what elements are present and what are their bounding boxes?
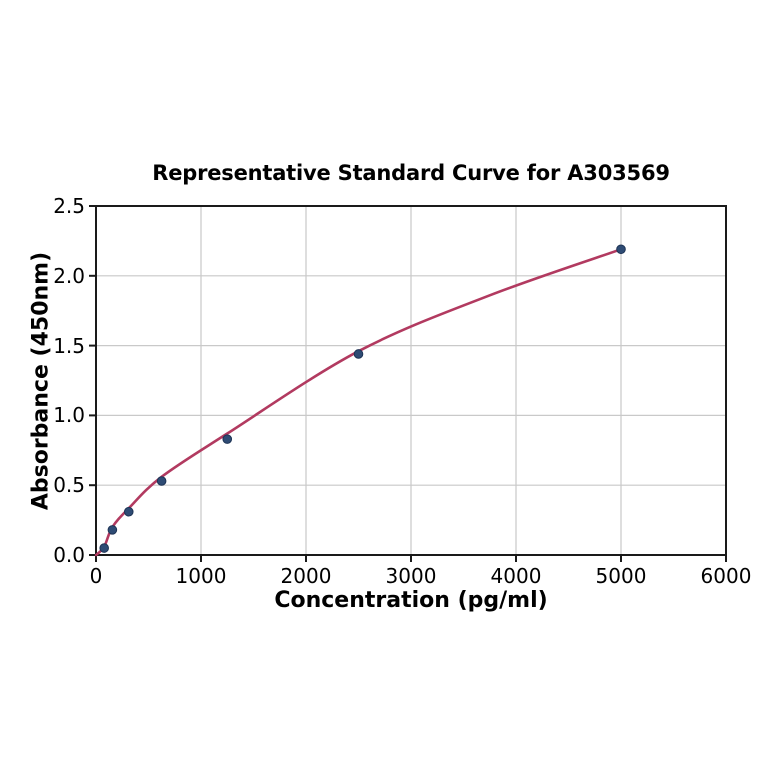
data-point-marker [353, 349, 364, 359]
standard-curve-line [94, 248, 623, 557]
x-tick-label: 0 [89, 564, 103, 588]
grid-layer [96, 206, 726, 555]
data-points-layer [99, 244, 626, 553]
plot-frame-spines [95, 205, 727, 556]
data-point-marker [222, 434, 233, 444]
x-tick-label: 6000 [700, 564, 752, 588]
x-tick-label: 5000 [595, 564, 647, 588]
x-axis-label: Concentration (pg/ml) [274, 588, 548, 613]
data-point-marker [107, 525, 118, 535]
x-tick-label: 4000 [490, 564, 542, 588]
y-axis-label: Absorbance (450nm) [28, 251, 54, 511]
y-tick-label: 2.5 [53, 194, 85, 218]
plot-area [89, 205, 727, 562]
y-tick-label: 0.0 [53, 543, 85, 567]
y-tick-label: 1.0 [53, 403, 85, 428]
chart-title: Representative Standard Curve for A30356… [152, 161, 670, 185]
data-point-marker [123, 506, 134, 517]
data-point-marker [156, 476, 167, 486]
x-tick-label: 3000 [385, 564, 437, 588]
y-tick-label: 0.5 [53, 473, 85, 498]
x-tick-label: 1000 [175, 564, 227, 588]
data-point-marker [616, 244, 626, 255]
data-point-marker [99, 543, 109, 553]
y-tick-label: 2.0 [53, 263, 85, 288]
x-tick-label: 2000 [280, 564, 332, 588]
y-tick-label: 1.5 [53, 333, 85, 358]
tick-marks-layer [89, 205, 727, 562]
